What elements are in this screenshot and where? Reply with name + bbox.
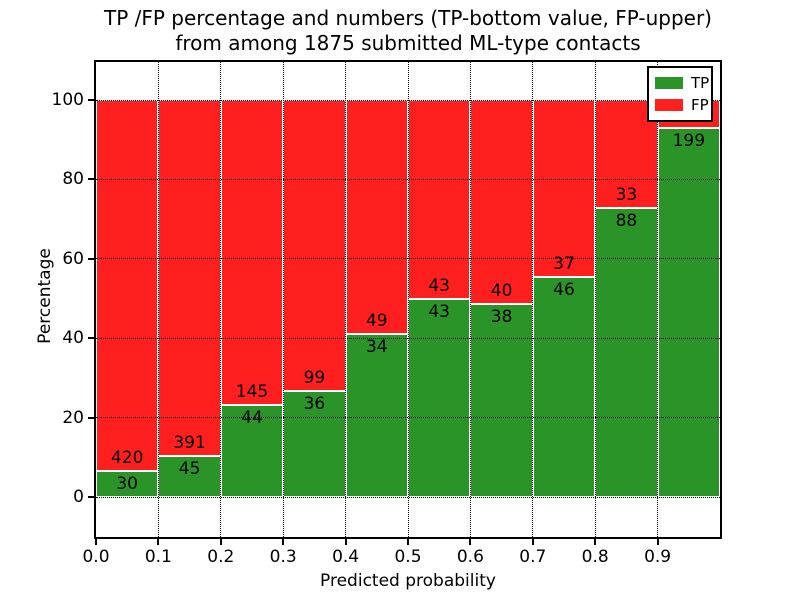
tp-count-label: 34 [365,337,388,358]
y-tick-label: 80 [62,169,84,190]
chart-title: TP /FP percentage and numbers (TP-bottom… [96,6,720,56]
x-tick-mark [219,539,222,545]
x-tick-mark [594,539,597,545]
tp-bar-segment [470,303,533,497]
y-tick-mark [88,416,94,419]
tp-count-label: 46 [553,279,575,300]
legend-label-tp: TP [691,74,710,92]
y-tick-mark [88,178,94,181]
y-tick-label: 0 [73,487,84,507]
y-tick-mark [88,99,94,101]
fp-bar-segment [220,100,284,405]
tp-count-label: 44 [241,407,263,428]
fp-count-label: 49 [365,311,388,332]
x-tick-label: 0.8 [581,547,609,567]
x-tick-label: 0.7 [519,547,547,567]
x-tick-label: 0.1 [144,547,172,567]
x-tick-label: 0.4 [332,547,360,567]
tp-count-label: 43 [428,301,451,322]
x-tick-label: 0.9 [644,547,672,567]
tp-count-label: 30 [116,473,139,494]
fp-bar-segment [532,100,596,277]
x-tick-mark [531,539,534,545]
gridline-vertical [657,62,659,537]
tp-bar-segment [408,298,471,497]
x-tick-mark [157,539,160,545]
y-tick-label: 20 [62,407,84,428]
fp-count-label: 99 [303,368,326,389]
gridline-vertical [407,62,409,537]
x-tick-mark [95,539,97,545]
gridline-vertical [594,62,596,537]
fp-count-label: 391 [173,433,206,454]
x-tick-mark [656,539,659,545]
fp-bar-segment [470,100,533,304]
fp-count-label: 420 [110,447,144,468]
x-tick-mark [282,539,285,545]
tp-count-label: 88 [615,211,638,232]
gridline-vertical [282,62,284,537]
plot-area: TP FP 30 420 45 391 44 145 36 99 34 49 43 43 38 40 46 37… [94,60,722,539]
y-tick-mark [88,496,94,498]
fp-bar-segment [283,100,346,392]
x-tick-mark [344,539,347,545]
fp-bar-segment [96,100,159,471]
gridline-vertical [469,62,471,537]
tp-count-label: 199 [672,130,706,151]
legend-swatch-tp [655,77,683,89]
fp-bar-segment [158,100,221,457]
fp-count-label: 33 [615,185,638,206]
fp-count-label: 43 [428,275,451,296]
fp-count-label: 37 [553,253,575,274]
tp-bar-segment [595,208,658,497]
x-tick-mark [407,539,409,545]
tp-bar-segment [345,334,408,497]
tp-count-label: 45 [178,459,201,480]
gridline-vertical [345,62,347,537]
x-tick-label: 0.6 [456,547,484,567]
tp-bar-segment [532,276,596,497]
fp-bar-segment [408,100,471,299]
x-tick-mark [469,539,472,545]
x-tick-label: 0.2 [207,547,235,567]
y-tick-label: 40 [62,328,84,349]
y-tick-label: 100 [51,90,84,110]
x-tick-label: 0.0 [82,547,110,567]
chart-title-line2: from among 1875 submitted ML-type contac… [175,31,641,55]
gridline-vertical [220,62,222,537]
fp-count-label: 145 [235,381,269,402]
y-tick-mark [88,337,94,340]
tp-bar-segment [657,127,720,497]
chart-title-line1: TP /FP percentage and numbers (TP-bottom… [104,6,712,30]
legend: TP FP [647,66,713,122]
x-axis-label: Predicted probability [320,571,496,591]
y-tick-label: 60 [62,248,84,269]
tp-bar-segment [158,456,221,497]
x-tick-label: 0.3 [269,547,297,567]
legend-label-fp: FP [691,96,709,114]
fp-bar-segment [345,100,408,335]
tp-bar-segment [96,470,159,497]
tp-bar-segment [283,391,346,497]
legend-item-tp: TP [655,72,709,94]
tp-count-label: 38 [490,306,513,327]
tp-count-label: 36 [303,394,326,415]
gridline-vertical [157,62,159,537]
x-tick-label: 0.5 [394,547,422,567]
fp-count-label: 40 [490,280,513,301]
legend-swatch-fp [655,99,683,111]
gridline-vertical [532,62,534,537]
tp-bar-segment [220,404,284,497]
legend-item-fp: FP [655,94,709,116]
y-tick-mark [88,257,94,260]
